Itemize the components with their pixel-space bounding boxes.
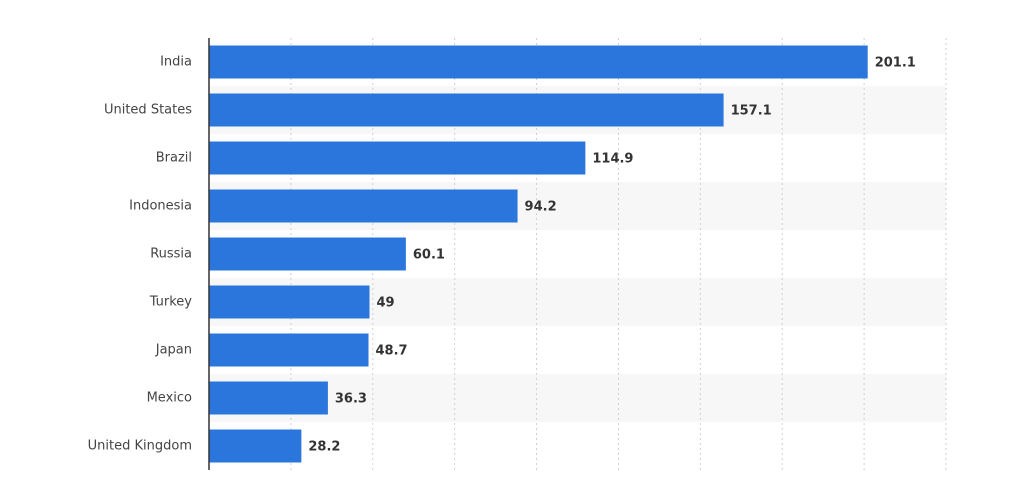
value-label: 36.3 <box>335 392 367 407</box>
bar <box>209 189 518 223</box>
bar <box>209 45 868 79</box>
value-label: 49 <box>377 296 395 311</box>
bar <box>209 237 406 271</box>
value-label: 60.1 <box>413 248 445 263</box>
category-label: Mexico <box>147 391 192 406</box>
category-label: Brazil <box>156 151 192 166</box>
bar <box>209 285 370 319</box>
value-label: 157.1 <box>731 104 772 119</box>
category-label: Russia <box>150 247 192 262</box>
category-label: United States <box>104 103 192 118</box>
value-label: 28.2 <box>308 440 340 455</box>
value-label: 201.1 <box>875 56 916 71</box>
bars <box>209 45 868 463</box>
bar <box>209 141 586 175</box>
value-label: 48.7 <box>376 344 408 359</box>
bar <box>209 333 369 367</box>
category-label: Indonesia <box>129 199 192 214</box>
category-label: United Kingdom <box>88 439 192 454</box>
value-label: 94.2 <box>525 200 557 215</box>
row-band <box>209 374 946 422</box>
value-label: 114.9 <box>592 152 633 167</box>
category-label: Japan <box>155 343 192 358</box>
category-label: Turkey <box>149 295 193 310</box>
category-labels: India United States Brazil Indonesia Russia T… <box>88 55 193 454</box>
category-label: India <box>160 55 192 70</box>
bar <box>209 93 724 127</box>
value-labels: 201.1 157.1 114.9 94.2 60.1 49 48.7 36.3 28.2 <box>308 56 915 455</box>
bar <box>209 381 328 415</box>
bar <box>209 429 302 463</box>
